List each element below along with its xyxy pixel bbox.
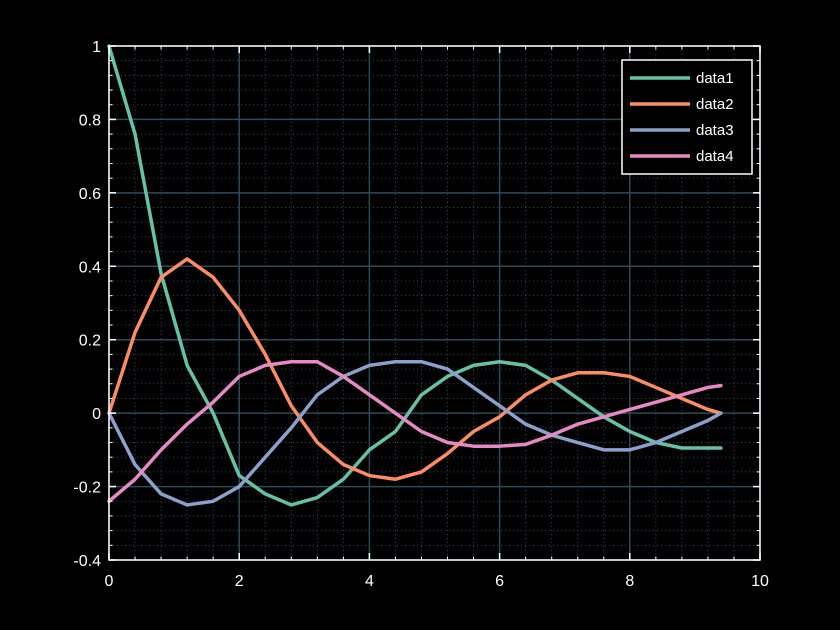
- axes: [108, 45, 761, 561]
- x-tick-label: 4: [365, 573, 374, 590]
- x-tick-label: 2: [235, 573, 244, 590]
- y-tick-label: 0.2: [79, 333, 101, 350]
- y-tick-label: 1: [92, 39, 101, 56]
- legend-label-data4: data4: [696, 148, 734, 165]
- y-tick-label: 0.8: [79, 112, 101, 129]
- x-tick-label: 8: [625, 573, 634, 590]
- x-tick-labels: 0 2 4 6 8 10: [105, 573, 769, 590]
- x-tick-label: 6: [495, 573, 504, 590]
- legend-label-data1: data1: [696, 70, 734, 87]
- legend-label-data2: data2: [696, 96, 734, 113]
- y-tick-label: -0.2: [73, 480, 101, 497]
- y-tick-label: 0: [92, 406, 101, 423]
- x-tick-label: 0: [105, 573, 114, 590]
- tick-marks: [108, 45, 761, 561]
- series-layer: [107, 44, 723, 507]
- series-line-data2: [107, 257, 723, 481]
- legend: data1 data2 data3 data4: [621, 59, 753, 175]
- series-line-data1: [107, 44, 723, 507]
- y-tick-label: 0.6: [79, 186, 101, 203]
- plot-area-border: [108, 45, 761, 561]
- series-line-data3: [107, 359, 723, 507]
- y-tick-labels: -0.4 -0.2 0 0.2 0.4 0.6 0.8 1: [73, 39, 101, 570]
- legend-label-data3: data3: [696, 122, 734, 139]
- y-tick-label: -0.4: [73, 553, 101, 570]
- x-tick-label: 10: [751, 573, 769, 590]
- series-line-data4: [107, 359, 723, 504]
- y-tick-label: 0.4: [79, 259, 101, 276]
